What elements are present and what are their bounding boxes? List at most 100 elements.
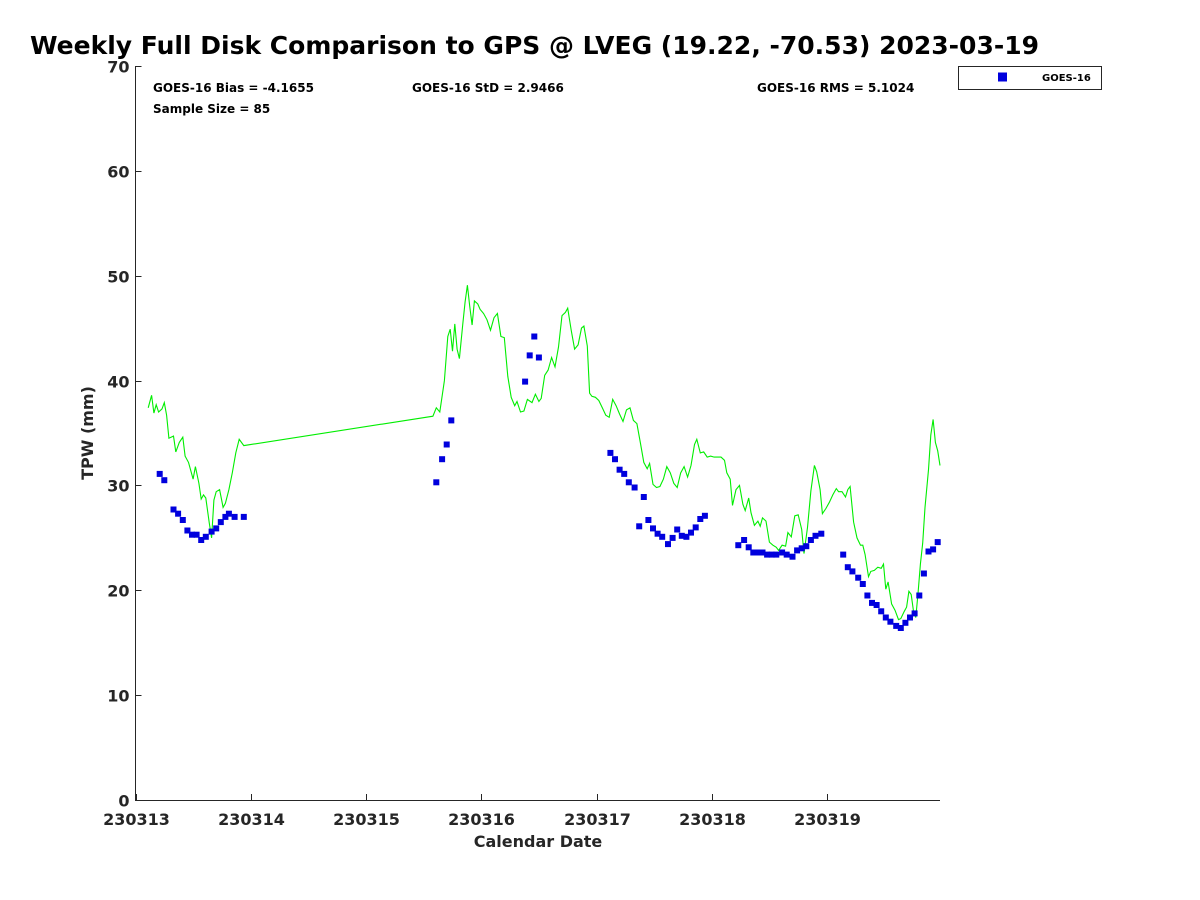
goes16-point: [526, 352, 533, 359]
goes16-point: [768, 551, 775, 558]
goes16-point: [665, 541, 671, 548]
goes16-point: [925, 548, 932, 555]
goes16-point: [179, 517, 186, 523]
goes16-point: [654, 530, 661, 537]
y-tick-label: 40: [107, 373, 129, 392]
goes16-point: [184, 527, 191, 534]
goes16-point: [807, 537, 814, 543]
goes16-point: [202, 533, 209, 540]
goes16-point: [189, 531, 195, 538]
goes16-point: [208, 528, 215, 535]
goes16-point: [869, 599, 875, 606]
goes16-point: [798, 545, 805, 552]
goes16-point: [764, 551, 771, 558]
goes16-point: [741, 537, 748, 543]
goes16-point: [930, 546, 937, 553]
x-ticks: 230313 230314 230315 230316 230317 230318 2303…: [103, 794, 861, 829]
gps-line: [147, 285, 941, 621]
goes16-point: [745, 544, 752, 551]
goes16-point: [794, 547, 801, 554]
goes16-point: [920, 570, 927, 577]
goes16-point: [439, 456, 446, 463]
goes16-point: [193, 531, 200, 538]
goes16-point: [222, 513, 229, 520]
gps-series: [147, 285, 941, 621]
goes16-point: [231, 513, 238, 520]
x-tick-label: 230318: [679, 810, 746, 829]
axes: [135, 66, 940, 801]
goes16-point: [779, 549, 786, 556]
goes16-point: [750, 549, 757, 556]
goes16-point: [443, 441, 450, 448]
rms-stat: GOES-16 RMS = 5.1024: [757, 81, 914, 95]
goes16-point: [607, 449, 614, 456]
goes16-point: [783, 551, 790, 558]
y-tick-label: 50: [107, 268, 129, 287]
goes16-point: [897, 625, 904, 631]
x-tick-label: 230316: [448, 810, 515, 829]
sample-size-stat: Sample Size = 85: [153, 102, 270, 116]
goes16-point: [625, 479, 632, 486]
x-tick-label: 230313: [103, 810, 170, 829]
y-tick-label: 20: [107, 582, 129, 601]
legend-box: [958, 66, 1102, 90]
goes16-point: [855, 574, 862, 581]
goes16-point: [535, 354, 542, 361]
goes16-point: [882, 614, 889, 621]
legend-label: GOES-16: [1042, 73, 1091, 84]
goes16-point: [175, 510, 182, 517]
goes16-point: [240, 513, 247, 520]
chart-title: Weekly Full Disk Comparison to GPS @ LVE…: [30, 31, 1039, 60]
goes16-point: [522, 378, 529, 385]
bias-stat: GOES-16 Bias = -4.1655: [153, 81, 314, 95]
goes16-series: [156, 333, 941, 631]
y-tick-label: 10: [107, 687, 129, 706]
goes16-point: [640, 494, 647, 500]
goes16-point: [864, 592, 871, 599]
x-tick-label: 230319: [794, 810, 861, 829]
goes16-point: [448, 417, 455, 424]
goes16-point: [631, 484, 638, 491]
goes16-point: [907, 614, 913, 621]
goes16-point: [433, 479, 440, 486]
goes16-point: [225, 510, 232, 517]
goes16-point: [161, 477, 168, 484]
goes16-point: [612, 456, 618, 463]
goes16-point: [812, 532, 819, 539]
goes16-point: [759, 549, 766, 556]
goes16-point: [692, 524, 699, 531]
goes16-point: [170, 506, 177, 513]
y-ticks: 0 10 20 30 40 50 60 70: [107, 58, 142, 811]
goes16-point: [893, 622, 900, 629]
goes16-point: [911, 610, 918, 617]
goes16-point: [902, 619, 909, 626]
goes16-point: [773, 551, 780, 558]
goes16-point: [636, 523, 643, 530]
goes16-point: [878, 608, 885, 615]
goes16-point: [803, 543, 810, 550]
goes16-point: [688, 529, 694, 536]
goes16-point: [754, 549, 761, 556]
legend: GOES-16: [958, 66, 1102, 90]
goes16-point: [217, 519, 224, 526]
goes16-point: [849, 568, 856, 575]
goes16-point: [683, 533, 690, 540]
goes16-point: [735, 542, 742, 549]
goes16-point: [818, 530, 825, 537]
x-axis-label: Calendar Date: [474, 832, 603, 851]
goes16-point: [650, 525, 656, 532]
goes16-point: [645, 517, 652, 523]
x-tick-label: 230314: [218, 810, 285, 829]
goes16-point: [697, 516, 704, 522]
goes16-point: [859, 581, 866, 587]
goes16-point: [669, 534, 676, 541]
goes16-point: [916, 592, 923, 599]
y-tick-label: 0: [118, 792, 129, 811]
x-tick-label: 230317: [564, 810, 631, 829]
goes16-point: [789, 553, 796, 560]
goes16-point: [674, 526, 681, 533]
y-tick-label: 70: [107, 58, 129, 77]
goes16-point: [531, 333, 538, 340]
goes16-point: [213, 525, 220, 532]
